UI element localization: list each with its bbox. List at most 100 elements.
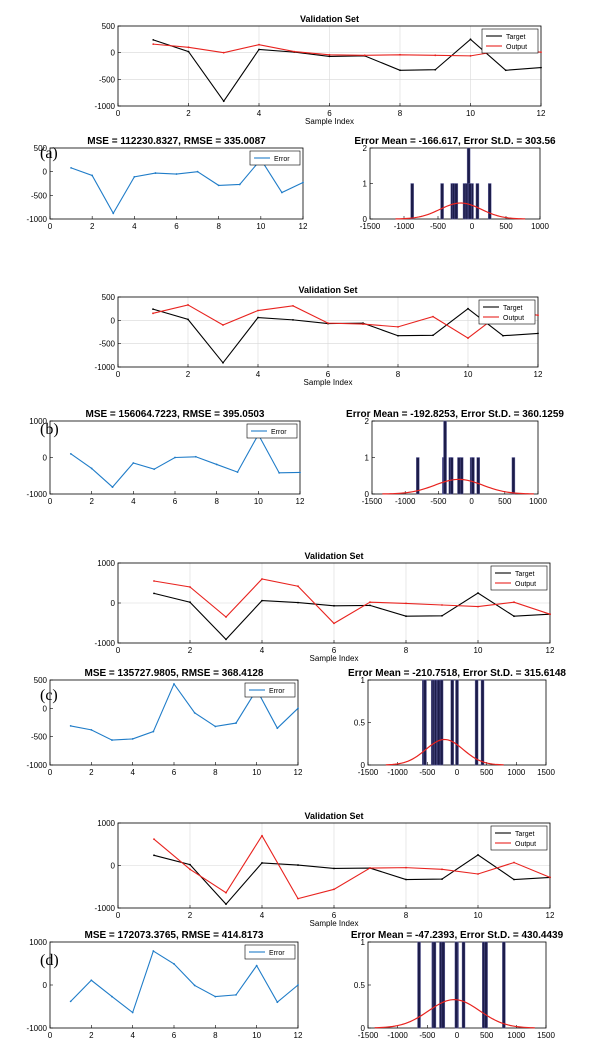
data-point-target [477,592,479,594]
panel-label: (c) [40,687,58,704]
data-point-output [513,861,515,864]
data-point-target [333,867,335,870]
data-point-output [153,838,155,841]
histogram-bar [443,420,447,495]
data-point-error [214,995,217,998]
error-chart: 0 2 4 6 8 10 12 -1000 -500 0 500 MSE = 135727.9805,… [27,668,303,777]
data-point-output [257,309,259,312]
x-tick-label: 1000 [507,1031,525,1040]
data-point-target [502,334,504,337]
x-tick-label: 10 [474,911,483,920]
data-point-error [90,979,93,982]
validation-chart: 0 2 4 6 8 10 12 -1000 -500 0 500 Validation Set Samp… [95,14,546,126]
histogram-bar [484,941,488,1029]
x-tick-label: 10 [474,646,483,655]
data-point-target [225,638,227,641]
data-point-target [333,604,335,607]
legend-label-target: Target [515,831,535,838]
histogram-bar [417,941,421,1029]
data-point-error [299,471,301,474]
data-point-target [222,100,225,103]
y-tick-label: 0 [43,454,48,463]
data-point-output [189,868,191,871]
x-tick-label: 12 [546,911,555,920]
x-tick-label: 4 [130,1031,135,1040]
data-point-error [281,191,283,194]
data-point-error [193,711,196,714]
x-tick-label: 4 [132,222,137,231]
chart-title: MSE = 156064.7223, RMSE = 395.0503 [85,409,264,420]
y-tick-label: 1 [361,938,366,947]
data-point-target [189,601,191,604]
y-tick-label: -1000 [95,102,116,111]
x-tick-label: -500 [419,768,436,777]
data-point-output [549,613,551,616]
data-point-output [369,601,371,604]
data-point-error [276,1001,279,1004]
chart-title: Validation Set [300,14,359,24]
histogram-bar [455,679,459,766]
y-tick-label: 2 [365,417,370,426]
x-tick-label: 2 [89,497,94,506]
y-tick-label: -500 [31,733,48,742]
y-tick-label: 0 [361,761,366,770]
x-tick-label: 12 [546,646,555,655]
data-point-error [133,175,136,178]
data-point-target [405,615,407,618]
x-tick-label: 6 [332,646,337,655]
data-point-error [278,471,281,474]
chart-title: Error Mean = -47.2393, Error St.D. = 430… [351,930,564,941]
data-point-output [537,314,539,317]
data-point-target [258,48,260,51]
x-tick-label: 8 [213,1031,218,1040]
x-tick-label: 12 [296,497,305,506]
x-tick-label: 1000 [531,222,549,231]
data-point-output [441,604,443,606]
normal-fit-curve [382,478,534,495]
legend-box [244,944,296,960]
normal-fit-curve [374,999,535,1029]
y-tick-label: -1000 [95,904,116,913]
data-point-target [469,38,472,41]
data-point-error [173,683,175,685]
data-point-target [540,66,542,69]
x-tick-label: 6 [327,109,332,118]
chart-title: Validation Set [304,811,363,821]
data-point-error [236,471,239,473]
data-point-error [132,462,135,464]
data-point-target [189,863,191,866]
y-tick-label: 0.5 [354,981,366,990]
legend-label-target: Target [506,34,526,41]
y-tick-label: 0 [111,316,116,325]
legend-label-error: Error [269,950,285,957]
x-tick-label: 500 [480,1031,494,1040]
y-tick-label: -1000 [27,215,48,224]
data-point-target [292,318,294,321]
data-point-output [477,605,479,608]
x-axis-label: Sample Index [305,117,354,126]
data-point-error [238,183,241,186]
x-tick-label: 500 [499,222,513,231]
legend-label-target: Target [503,305,523,312]
y-tick-label: -1000 [27,490,48,499]
data-point-error [70,166,72,169]
x-tick-label: 2 [188,911,193,920]
histogram-bar [461,941,466,1029]
data-point-error [69,452,72,455]
x-tick-label: 12 [294,1031,303,1040]
x-tick-label: 6 [332,911,337,920]
x-tick-label: -500 [419,1031,436,1040]
data-point-output [369,867,371,869]
y-tick-label: 500 [34,676,48,685]
data-point-target [152,38,155,41]
x-tick-label: 4 [130,768,135,777]
data-point-target [225,903,227,906]
